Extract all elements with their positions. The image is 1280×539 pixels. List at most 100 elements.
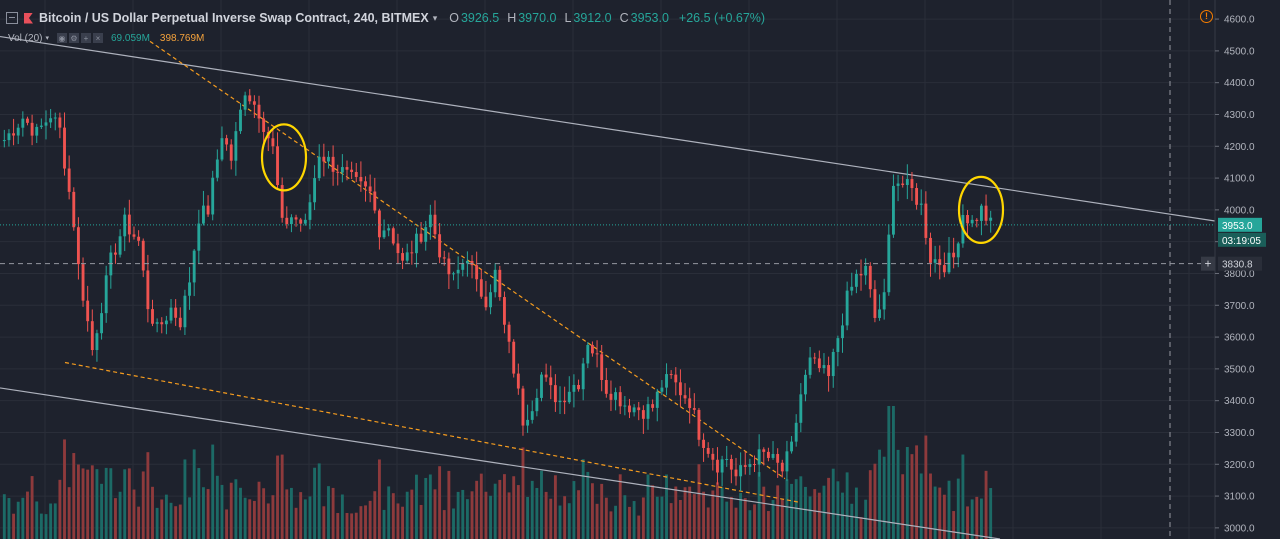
chevron-down-icon[interactable]: ▾	[45, 35, 49, 42]
alert-icon[interactable]: !	[1200, 10, 1213, 23]
candle-body	[447, 258, 451, 275]
candle-body	[706, 447, 710, 454]
volume-bar	[225, 509, 229, 539]
volume-bar	[461, 489, 465, 539]
volume-bar	[651, 485, 655, 539]
candle-body	[327, 156, 330, 162]
candle-body	[845, 290, 849, 326]
candle-body	[873, 289, 877, 318]
volume-bar	[67, 487, 71, 539]
candle-body	[669, 374, 673, 376]
volume-bar	[924, 435, 928, 539]
candle-body	[947, 252, 951, 273]
price-lines	[0, 0, 1215, 539]
volume-bar	[604, 497, 608, 539]
candle-body	[197, 223, 201, 251]
volume-bar	[155, 507, 159, 539]
candle-body	[938, 259, 942, 266]
volume-bar	[299, 492, 303, 539]
candle-body	[678, 382, 682, 396]
volume-bar	[364, 505, 367, 539]
candle-body	[479, 279, 483, 297]
volume-bar	[123, 469, 127, 539]
chevron-down-icon[interactable]: ▾	[432, 12, 438, 23]
highlight-circles	[260, 123, 1005, 244]
price-axis[interactable]: 3000.0 3100.0 3200.0 3300.0 3400.0 3500.0 3600…	[1201, 0, 1280, 539]
candle-body	[729, 458, 733, 470]
plus-icon[interactable]: +	[80, 33, 91, 43]
candle-body	[424, 227, 428, 242]
candle-body	[16, 127, 20, 136]
candle-body	[44, 122, 48, 126]
candle-body	[192, 250, 196, 283]
volume-bar	[7, 498, 11, 539]
volume-bar	[239, 487, 242, 539]
collapse-icon[interactable]	[6, 12, 18, 24]
candle-body	[688, 398, 692, 409]
candle-body	[850, 286, 854, 291]
candle-body	[289, 217, 293, 225]
volume-bar	[521, 447, 525, 539]
channel-trendline	[0, 387, 1001, 539]
volume-bar	[350, 513, 354, 539]
price-tick-label: 4500.0	[1224, 46, 1255, 57]
volume-bar	[530, 480, 534, 539]
candle-body	[609, 393, 613, 400]
candle-body	[804, 374, 807, 395]
candle-body	[878, 309, 881, 318]
candle-body	[762, 449, 766, 452]
candle-body	[391, 228, 395, 244]
volume-bar	[632, 501, 636, 539]
candle-body	[2, 140, 6, 142]
settings-icon[interactable]: ⚙	[68, 33, 79, 43]
volume-bar	[841, 492, 844, 539]
candle-body	[586, 344, 590, 364]
candle-body	[512, 341, 516, 374]
candle-body	[563, 400, 567, 403]
volume-bar	[387, 486, 391, 539]
volume-bar	[49, 503, 53, 539]
volume-bar	[794, 479, 798, 539]
volume-bar	[813, 489, 817, 539]
volume-bar	[276, 455, 279, 539]
candle-body	[452, 273, 455, 275]
volume-bar	[39, 513, 43, 539]
candle-body	[790, 441, 793, 452]
volume-bar	[109, 468, 113, 539]
candle-body	[49, 118, 53, 123]
candle-body	[155, 322, 159, 324]
candle-body	[21, 118, 25, 128]
volume-bar	[428, 474, 432, 539]
candle-body	[975, 219, 979, 221]
countdown-tag	[1218, 232, 1266, 247]
price-tick-label: 3300.0	[1224, 428, 1255, 439]
volume-bar	[206, 489, 210, 539]
candle-body	[419, 233, 423, 242]
volume-bar	[572, 481, 576, 539]
volume-bar	[623, 495, 627, 539]
symbol-title[interactable]: Bitcoin / US Dollar Perpetual Inverse Sw…	[39, 11, 429, 25]
candle-body	[294, 217, 298, 220]
candle-body	[989, 217, 993, 221]
close-icon[interactable]: ×	[92, 33, 103, 43]
eye-icon[interactable]: ◉	[56, 33, 67, 43]
volume-bar	[915, 445, 919, 539]
volume-bar	[595, 503, 599, 539]
candle-body	[929, 237, 932, 263]
volume-bar	[641, 497, 645, 539]
volume-bar	[489, 495, 492, 539]
candle-body	[979, 205, 983, 221]
volume-bar	[859, 517, 863, 539]
volume-bar	[878, 449, 881, 539]
candle-body	[910, 179, 914, 189]
volume-indicator-label[interactable]: Vol (20)	[8, 32, 43, 44]
candle-body	[540, 374, 543, 398]
candle-body	[743, 465, 747, 467]
candle-body	[966, 214, 969, 224]
volume-bar	[21, 497, 25, 539]
candle-body	[35, 126, 39, 136]
volume-bar	[979, 498, 983, 539]
candle-body	[590, 344, 594, 354]
last-price-label: 3953.0	[1222, 221, 1253, 232]
